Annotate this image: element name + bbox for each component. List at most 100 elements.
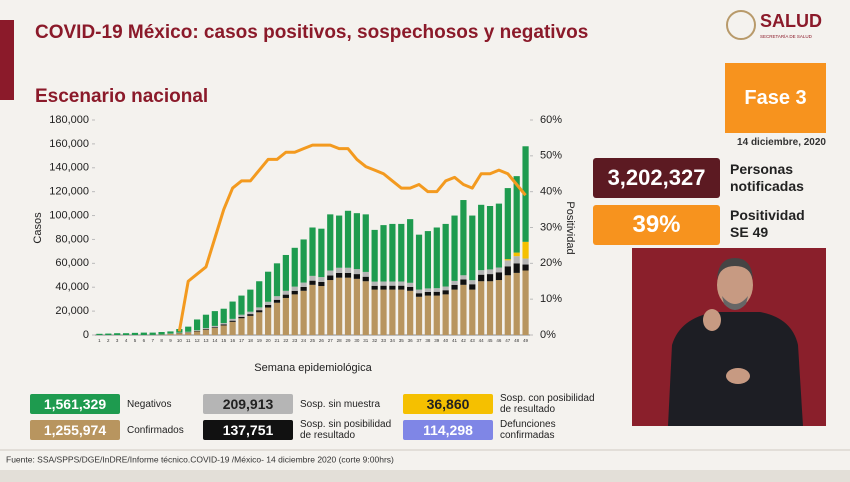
bar-segment	[415, 296, 423, 335]
bar-segment	[336, 215, 343, 268]
notified-box: 3,202,327	[593, 158, 720, 198]
bar-segment	[247, 311, 254, 315]
legend-total: 1,255,974	[30, 420, 120, 440]
bar-segment	[256, 310, 263, 313]
bar-segment	[327, 280, 334, 335]
bar-segment	[469, 289, 476, 335]
bar-segment	[398, 289, 405, 335]
bar-segment	[460, 284, 467, 335]
y2-tick-label: 20%	[540, 257, 562, 269]
x-tick-label: 8	[160, 338, 163, 343]
x-tick-label: 3	[116, 338, 119, 343]
bar-segment	[344, 272, 352, 278]
bar-segment	[105, 333, 112, 335]
bar-segment	[300, 282, 307, 287]
bar-segment	[442, 290, 449, 295]
bar-segment	[291, 247, 298, 287]
bar-segment	[478, 270, 485, 275]
x-tick-label: 14	[212, 338, 218, 343]
bar-segment	[504, 259, 511, 261]
notified-value: 3,202,327	[607, 165, 706, 190]
x-tick-label: 40	[443, 338, 449, 343]
x-tick-label: 46	[496, 338, 502, 343]
bar-segment	[238, 295, 245, 315]
x-tick-label: 22	[283, 338, 289, 343]
bar-segment	[220, 324, 227, 326]
bar-segment	[486, 269, 494, 275]
bar-segment	[442, 286, 449, 291]
bar-segment	[478, 204, 485, 271]
bar-segment	[193, 319, 201, 331]
bar-segment	[460, 279, 467, 285]
bar-segment	[460, 200, 467, 276]
legend-label: Defunciones confirmadas	[500, 419, 556, 441]
bar-segment	[318, 281, 325, 287]
bar-segment	[344, 210, 352, 268]
bar-segment	[167, 333, 174, 335]
bar-segment	[389, 289, 396, 335]
x-tick-label: 44	[479, 338, 485, 343]
x-tick-label: 4	[125, 338, 128, 343]
x-tick-label: 10	[177, 338, 183, 343]
bar-segment	[158, 332, 165, 335]
bar-segment	[291, 286, 298, 291]
bar-segment	[220, 325, 227, 335]
x-tick-label: 21	[274, 338, 280, 343]
bar-segment	[415, 234, 423, 290]
bar-segment	[202, 314, 210, 329]
y-axis-title: Casos	[32, 212, 44, 244]
positivity-box: 39%	[593, 205, 720, 245]
x-tick-label: 43	[470, 338, 476, 343]
x-tick-label: 41	[452, 338, 458, 343]
bar-segment	[282, 294, 289, 298]
bar-segment	[433, 288, 440, 292]
y-tick-label: 0	[83, 329, 89, 341]
bar-segment	[424, 295, 432, 335]
bar-segment	[380, 281, 387, 286]
bar-segment	[495, 272, 503, 281]
bar-segment	[327, 270, 334, 276]
bar-segment	[344, 267, 352, 273]
bar-segment	[211, 327, 218, 335]
bar-segment	[265, 304, 272, 308]
bar-segment	[229, 301, 236, 319]
y-tick-label: 180,000	[49, 114, 89, 126]
legend-item: 1,561,329 Negativos	[30, 394, 227, 414]
bar-segment	[469, 215, 476, 281]
bar-segment	[407, 286, 414, 291]
x-tick-label: 39	[434, 338, 440, 343]
x-tick-label: 34	[390, 338, 396, 343]
bar-segment	[176, 333, 183, 335]
bar-segment	[469, 280, 476, 285]
y2-axis-title: Positividad	[564, 201, 576, 254]
bar-segment	[380, 225, 387, 282]
bar-segment	[424, 231, 432, 289]
bar-segment	[415, 289, 423, 294]
positivity-line	[177, 143, 527, 332]
bar-segment	[247, 289, 254, 312]
bar-segment	[389, 281, 396, 286]
bar-segment	[371, 289, 378, 335]
bar-segment	[238, 316, 245, 319]
bar-segment	[211, 327, 218, 328]
x-tick-label: 11	[186, 338, 191, 343]
bar-segment	[424, 292, 432, 296]
x-tick-label: 18	[248, 338, 254, 343]
x-tick-label: 9	[169, 338, 172, 343]
bar-segment	[486, 281, 494, 335]
bar-segment	[256, 281, 263, 308]
x-tick-label: 30	[354, 338, 360, 343]
legend-item: 36,860 Sosp. con posibilidad de resultado	[403, 393, 600, 415]
bar-segment	[478, 281, 485, 335]
y2-tick-label: 0%	[540, 329, 556, 341]
y-tick-label: 120,000	[49, 186, 89, 198]
legend-label: Negativos	[127, 398, 172, 410]
x-axis-title: Semana epidemiológica	[254, 362, 372, 374]
x-tick-label: 47	[505, 338, 511, 343]
x-tick-label: 48	[514, 338, 520, 343]
title: COVID-19 México: casos positivos, sospec…	[35, 22, 588, 43]
notified-label: Personas notificadas	[730, 161, 804, 194]
bar-segment	[318, 286, 325, 335]
x-tick-label: 31	[363, 338, 369, 343]
